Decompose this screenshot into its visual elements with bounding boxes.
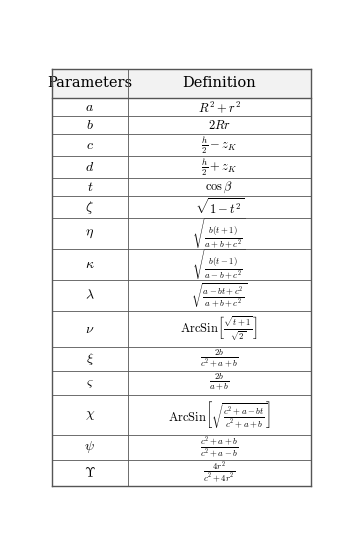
Text: $\chi$: $\chi$ bbox=[85, 408, 95, 421]
Text: $\psi$: $\psi$ bbox=[85, 439, 95, 455]
Text: $\cos \beta$: $\cos \beta$ bbox=[205, 179, 233, 195]
Text: $\mathrm{ArcSin}\left[\sqrt{\frac{c^2+a-bt}{c^2+a+b}}\right]$: $\mathrm{ArcSin}\left[\sqrt{\frac{c^2+a-… bbox=[168, 399, 271, 430]
Text: $\frac{2b}{a+b}$: $\frac{2b}{a+b}$ bbox=[209, 372, 229, 393]
Text: $\Upsilon$: $\Upsilon$ bbox=[84, 466, 96, 480]
Text: $\kappa$: $\kappa$ bbox=[85, 258, 95, 271]
Text: $\zeta$: $\zeta$ bbox=[86, 198, 94, 215]
Text: $c$: $c$ bbox=[86, 138, 94, 152]
Text: $d$: $d$ bbox=[85, 160, 94, 174]
Text: $\frac{2b}{c^2+a+b}$: $\frac{2b}{c^2+a+b}$ bbox=[200, 348, 238, 370]
Text: $\frac{4r^2}{c^2+4r^2}$: $\frac{4r^2}{c^2+4r^2}$ bbox=[203, 460, 236, 486]
Text: $\eta$: $\eta$ bbox=[85, 226, 94, 241]
Text: $\frac{c^2+a+b}{c^2+a-b}$: $\frac{c^2+a+b}{c^2+a-b}$ bbox=[200, 435, 238, 460]
Text: Parameters: Parameters bbox=[47, 76, 132, 90]
Text: $\sqrt{1-t^2}$: $\sqrt{1-t^2}$ bbox=[195, 197, 244, 217]
Text: $\sqrt{\frac{b(t+1)}{a+b+c^2}}$: $\sqrt{\frac{b(t+1)}{a+b+c^2}}$ bbox=[192, 216, 246, 251]
Text: $\frac{h}{2} + z_K$: $\frac{h}{2} + z_K$ bbox=[201, 156, 237, 178]
Text: $t$: $t$ bbox=[87, 180, 93, 194]
Text: Definition: Definition bbox=[182, 76, 256, 90]
Text: $\mathrm{ArcSin}\left[\frac{\sqrt{t+1}}{\sqrt{2}}\right]$: $\mathrm{ArcSin}\left[\frac{\sqrt{t+1}}{… bbox=[180, 314, 258, 344]
Text: $\frac{h}{2} - z_K$: $\frac{h}{2} - z_K$ bbox=[201, 135, 237, 156]
Text: $\sqrt{\frac{b(t-1)}{a-b+c^2}}$: $\sqrt{\frac{b(t-1)}{a-b+c^2}}$ bbox=[192, 247, 246, 282]
Text: $2Rr$: $2Rr$ bbox=[208, 119, 231, 132]
Text: $a$: $a$ bbox=[85, 100, 94, 114]
Text: $R^2+r^2$: $R^2+r^2$ bbox=[198, 99, 241, 115]
Text: $b$: $b$ bbox=[86, 118, 94, 132]
Text: $\sqrt{\frac{a-bt+c^2}{a+b+c^2}}$: $\sqrt{\frac{a-bt+c^2}{a+b+c^2}}$ bbox=[191, 281, 247, 310]
Text: $\varsigma$: $\varsigma$ bbox=[86, 376, 94, 390]
Text: $\xi$: $\xi$ bbox=[86, 351, 94, 367]
Bar bbox=[52, 68, 310, 98]
Text: $\lambda$: $\lambda$ bbox=[85, 288, 95, 302]
Text: $\nu$: $\nu$ bbox=[85, 322, 94, 336]
